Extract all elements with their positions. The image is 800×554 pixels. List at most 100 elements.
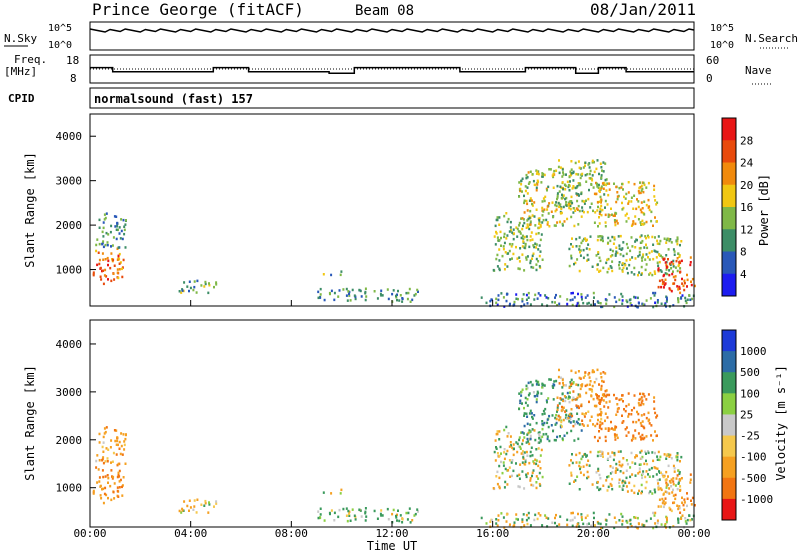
heatmap-cell xyxy=(625,426,628,429)
heatmap-cell xyxy=(330,273,333,277)
heatmap-cell xyxy=(507,432,510,435)
heatmap-cell xyxy=(678,260,681,263)
heatmap-cell xyxy=(193,285,196,289)
heatmap-cell xyxy=(537,391,540,395)
heatmap-cell xyxy=(619,450,622,453)
heatmap-cell xyxy=(604,178,607,182)
heatmap-cell xyxy=(578,248,581,251)
heatmap-cell xyxy=(642,524,645,527)
heatmap-cell xyxy=(577,370,580,373)
heatmap-cell xyxy=(531,238,534,241)
heatmap-cell xyxy=(588,464,591,467)
heatmap-cell xyxy=(342,288,345,291)
heatmap-cell xyxy=(621,201,623,205)
heatmap-cell xyxy=(504,480,507,484)
heatmap-cell xyxy=(601,208,604,212)
heatmap-cell xyxy=(686,273,688,277)
heatmap-cell xyxy=(598,413,601,416)
heatmap-cell xyxy=(364,287,367,290)
heatmap-cell xyxy=(120,444,123,448)
heatmap-cell xyxy=(613,393,615,397)
heatmap-cell xyxy=(106,241,109,244)
heatmap-cell xyxy=(584,296,587,299)
heatmap-cell xyxy=(627,181,630,184)
heatmap-cell xyxy=(559,435,561,438)
heatmap-cell xyxy=(529,434,532,438)
heatmap-cell xyxy=(539,440,542,443)
heatmap-cell xyxy=(558,302,561,306)
heatmap-cell xyxy=(590,303,593,307)
heatmap-cell xyxy=(601,526,604,529)
heatmap-cell xyxy=(648,491,651,495)
heatmap-cell xyxy=(630,224,633,227)
heatmap-cell xyxy=(489,299,492,303)
heatmap-cell xyxy=(665,254,668,257)
heatmap-cell xyxy=(634,240,637,243)
heatmap-cell xyxy=(638,253,641,257)
heatmap-cell xyxy=(589,419,592,422)
heatmap-cell xyxy=(597,467,600,471)
heatmap-cell xyxy=(601,379,603,383)
heatmap-cell xyxy=(666,272,669,276)
heatmap-cell xyxy=(528,442,531,446)
heatmap-cell xyxy=(621,414,623,417)
heatmap-cell xyxy=(380,514,383,517)
heatmap-cell xyxy=(634,215,637,218)
heatmap-cell xyxy=(633,516,636,519)
heatmap-cell xyxy=(661,256,664,259)
heatmap-cell xyxy=(531,471,534,475)
heatmap-cell xyxy=(588,400,590,404)
heatmap-cell xyxy=(589,450,592,454)
heatmap-cell xyxy=(626,490,629,493)
heatmap-cell xyxy=(653,195,656,198)
heatmap-cell xyxy=(525,513,528,517)
heatmap-cell xyxy=(496,218,499,222)
heatmap-cell xyxy=(647,393,650,396)
heatmap-cell xyxy=(605,395,608,398)
beam-label: Beam 08 xyxy=(355,3,414,19)
heatmap-cell xyxy=(538,437,541,440)
heatmap-cell xyxy=(607,485,610,489)
heatmap-cell xyxy=(538,431,541,434)
heatmap-cell xyxy=(528,392,531,395)
heatmap-cell xyxy=(640,457,643,460)
heatmap-cell xyxy=(580,295,583,299)
heatmap-cell xyxy=(574,422,577,426)
heatmap-cell xyxy=(551,201,554,204)
heatmap-cell xyxy=(642,392,645,396)
heatmap-cell xyxy=(548,378,551,381)
heatmap-cell xyxy=(582,376,585,379)
heatmap-cell xyxy=(98,459,101,462)
heatmap-cell xyxy=(509,435,512,438)
heatmap-cell xyxy=(676,242,679,246)
heatmap-cell xyxy=(498,464,501,468)
heatmap-cell xyxy=(641,476,644,480)
heatmap-cell xyxy=(591,370,594,374)
heatmap-cell xyxy=(102,475,105,479)
heatmap-cell xyxy=(510,444,512,447)
heatmap-cell xyxy=(622,254,625,258)
heatmap-cell xyxy=(509,523,511,526)
heatmap-cell xyxy=(519,230,522,234)
heatmap-cell xyxy=(502,247,505,251)
heatmap-cell xyxy=(594,524,596,527)
heatmap-cell xyxy=(686,497,689,500)
heatmap-cell xyxy=(580,241,583,245)
heatmap-cell xyxy=(526,302,529,305)
heatmap-cell xyxy=(626,271,629,275)
heatmap-cell xyxy=(634,246,637,249)
heatmap-cell xyxy=(568,175,571,179)
heatmap-cell xyxy=(626,521,629,524)
heatmap-cell xyxy=(541,420,544,423)
heatmap-cell xyxy=(328,511,331,515)
heatmap-cell xyxy=(641,219,644,223)
heatmap-cell xyxy=(555,379,558,383)
heatmap-cell xyxy=(609,472,612,475)
heatmap-cell xyxy=(491,298,493,302)
heatmap-cell xyxy=(125,219,127,222)
x-tick-label: 04:00 xyxy=(174,527,207,540)
heatmap-cell xyxy=(542,173,545,176)
heatmap-cell xyxy=(618,519,621,522)
heatmap-cell xyxy=(534,513,537,517)
